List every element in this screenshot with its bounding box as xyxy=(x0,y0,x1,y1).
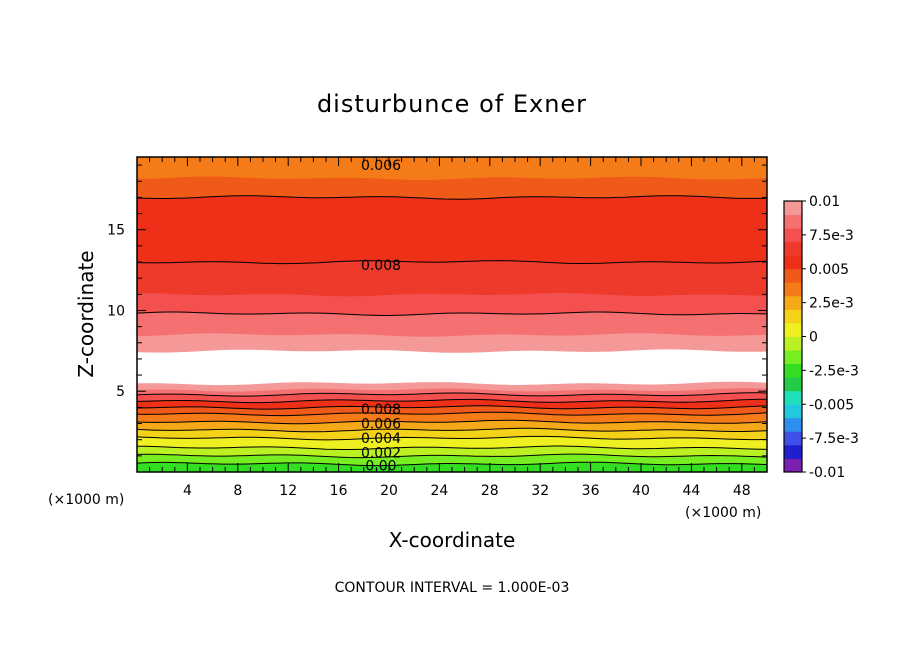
x-tick-label: 32 xyxy=(531,483,549,499)
contour-band xyxy=(137,260,767,297)
contour-label: 0.002 xyxy=(361,446,401,462)
colorbar-label: 0.01 xyxy=(809,194,840,210)
colorbar-swatch xyxy=(784,255,802,270)
colorbar-label: -7.5e-3 xyxy=(809,431,859,447)
colorbar-label: -0.01 xyxy=(809,465,845,481)
contour-line xyxy=(137,411,767,417)
x-axis-title: X-coordinate xyxy=(389,528,516,552)
y-tick-label: 15 xyxy=(107,223,125,239)
colorbar: 0.01 7.5e-3 0.005 2.5e-3 0 -2.5e-3 -0.005 -7.5e… xyxy=(783,194,859,481)
x-tick-label: 16 xyxy=(330,483,348,499)
x-tick-label: 44 xyxy=(682,483,700,499)
x-tick-label: 20 xyxy=(380,483,398,499)
contour-line xyxy=(137,445,767,450)
contour-band xyxy=(137,195,767,264)
x-unit-left: (×1000 m) xyxy=(48,492,124,508)
contour-line xyxy=(137,398,767,404)
x-tick-label: 24 xyxy=(430,483,448,499)
contour-line xyxy=(137,435,767,441)
contour-line xyxy=(137,461,767,467)
y-tick-label: 5 xyxy=(116,384,125,400)
colorbar-swatch xyxy=(784,322,802,337)
x-tick-label: 8 xyxy=(233,483,242,499)
contour-label: 0.008 xyxy=(361,402,401,418)
contour-line xyxy=(137,453,767,459)
contour-line xyxy=(137,427,767,433)
colorbar-swatch xyxy=(784,444,802,459)
colorbar-label: -2.5e-3 xyxy=(809,363,859,379)
colorbar-swatch xyxy=(784,336,802,351)
contour-band xyxy=(137,157,767,181)
colorbar-swatch xyxy=(784,241,802,256)
chart-title: disturbunce of Exner xyxy=(317,90,587,118)
colorbar-label: 2.5e-3 xyxy=(809,296,854,312)
x-tick-label: 36 xyxy=(582,483,600,499)
colorbar-swatch xyxy=(784,214,802,229)
x-tick-label: 40 xyxy=(632,483,650,499)
colorbar-label: 7.5e-3 xyxy=(809,228,854,244)
colorbar-swatch xyxy=(784,201,802,215)
contour-line xyxy=(137,392,767,397)
x-tick-label: 28 xyxy=(481,483,499,499)
colorbar-swatch xyxy=(784,377,802,392)
colorbar-swatch xyxy=(784,295,802,310)
colorbar-swatch xyxy=(784,363,802,378)
y-tick-label: 10 xyxy=(107,303,125,319)
contour-line xyxy=(137,405,767,410)
contour-label: 0.008 xyxy=(361,258,401,274)
contour-line xyxy=(137,419,767,425)
colorbar-swatch xyxy=(784,228,802,243)
colorbar-swatch xyxy=(784,390,802,405)
contour-label: 0.006 xyxy=(361,417,401,433)
colorbar-label: 0 xyxy=(809,330,818,346)
colorbar-swatch xyxy=(784,268,802,283)
x-unit-right: (×1000 m) xyxy=(685,505,761,521)
contour-band xyxy=(137,292,767,316)
contour-label: 0.004 xyxy=(361,431,401,447)
colorbar-swatch xyxy=(784,458,802,473)
colorbar-label: -0.005 xyxy=(809,397,854,413)
colorbar-swatch xyxy=(784,350,802,364)
contour-label: 0.006 xyxy=(361,158,401,174)
x-tick-label: 48 xyxy=(733,483,751,499)
contour-line xyxy=(137,195,767,200)
contour-interval-note: CONTOUR INTERVAL = 1.000E-03 xyxy=(335,580,570,596)
contour-lines xyxy=(137,157,767,467)
colorbar-swatch xyxy=(784,309,802,324)
contour-band xyxy=(137,348,767,386)
x-tick-label: 12 xyxy=(279,483,297,499)
x-tick-label: 4 xyxy=(183,483,192,499)
colorbar-swatch xyxy=(784,431,802,446)
colorbar-swatch xyxy=(784,404,802,419)
colorbar-label: 0.005 xyxy=(809,262,849,278)
contour-line xyxy=(137,311,767,316)
colorbar-swatch xyxy=(784,282,802,297)
contour-band xyxy=(137,311,767,337)
y-axis-title: Z-coordinate xyxy=(74,250,98,377)
contour-line xyxy=(137,260,767,265)
colorbar-swatch xyxy=(784,417,802,432)
